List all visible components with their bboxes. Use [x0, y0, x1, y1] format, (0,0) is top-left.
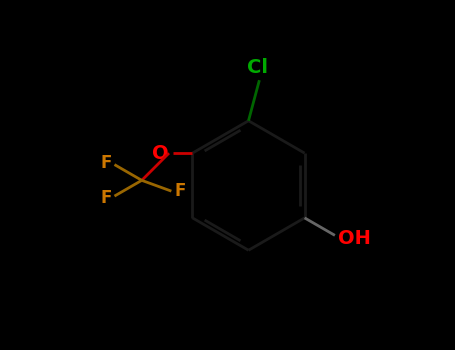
- Text: OH: OH: [339, 229, 371, 248]
- Text: F: F: [174, 182, 186, 200]
- Text: F: F: [100, 189, 111, 207]
- Text: F: F: [100, 154, 111, 172]
- Text: O: O: [152, 144, 169, 163]
- Text: Cl: Cl: [247, 58, 268, 77]
